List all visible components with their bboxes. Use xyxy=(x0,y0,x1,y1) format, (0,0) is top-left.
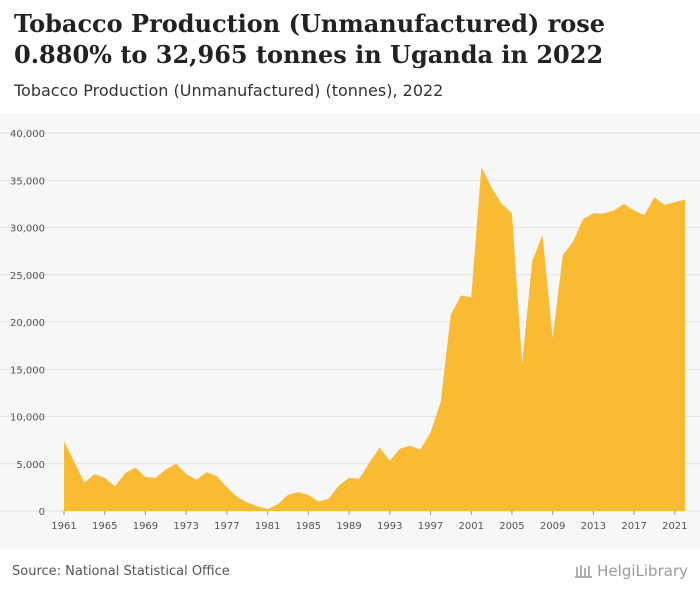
helgilibrary-logo[interactable]: HelgiLibrary xyxy=(575,562,688,580)
x-tick-label: 2005 xyxy=(499,521,524,532)
library-building-icon xyxy=(575,565,593,578)
y-tick-label: 0 xyxy=(39,507,45,518)
x-tick-label: 1981 xyxy=(255,521,280,532)
y-tick-label: 40,000 xyxy=(10,129,45,140)
x-tick-label: 2009 xyxy=(540,521,565,532)
y-tick-label: 20,000 xyxy=(10,318,45,329)
y-tick-label: 10,000 xyxy=(10,413,45,424)
y-tick-label: 5,000 xyxy=(16,460,45,471)
chart-subtitle: Tobacco Production (Unmanufactured) (ton… xyxy=(14,81,444,100)
x-tick-label: 1977 xyxy=(214,521,239,532)
x-tick-label: 1989 xyxy=(336,521,361,532)
x-tick-label: 1985 xyxy=(296,521,321,532)
x-tick-label: 1969 xyxy=(133,521,158,532)
x-tick-label: 2013 xyxy=(581,521,606,532)
x-tick-label: 1973 xyxy=(173,521,198,532)
area-chart: 0 5,000 10,000 15,000 20,000 25,000 30,000 35,0… xyxy=(0,129,700,532)
series-area-uganda xyxy=(64,167,685,511)
logo-text: HelgiLibrary xyxy=(597,562,688,580)
y-tick-label: 25,000 xyxy=(10,271,45,282)
x-tick-label: 2001 xyxy=(458,521,483,532)
x-tick-label: 2017 xyxy=(621,521,646,532)
x-tick-label: 1961 xyxy=(51,521,76,532)
x-tick-label: 2021 xyxy=(662,521,687,532)
x-tick-label: 1993 xyxy=(377,521,402,532)
x-tick-label: 1997 xyxy=(418,521,443,532)
x-tick-label: 1965 xyxy=(92,521,117,532)
chart-title: Tobacco Production (Unmanufactured) rose… xyxy=(14,9,606,69)
source-note: Source: National Statistical Office xyxy=(12,564,230,579)
y-tick-label: 15,000 xyxy=(10,365,45,376)
y-tick-label: 30,000 xyxy=(10,224,45,235)
y-axis: 0 5,000 10,000 15,000 20,000 25,000 30,000 35,0… xyxy=(10,129,45,518)
y-tick-label: 35,000 xyxy=(10,176,45,187)
data-area xyxy=(63,167,686,511)
x-axis: 1961 1965 1969 1973 1977 1981 1985 1989 1993 1997… xyxy=(51,511,688,532)
